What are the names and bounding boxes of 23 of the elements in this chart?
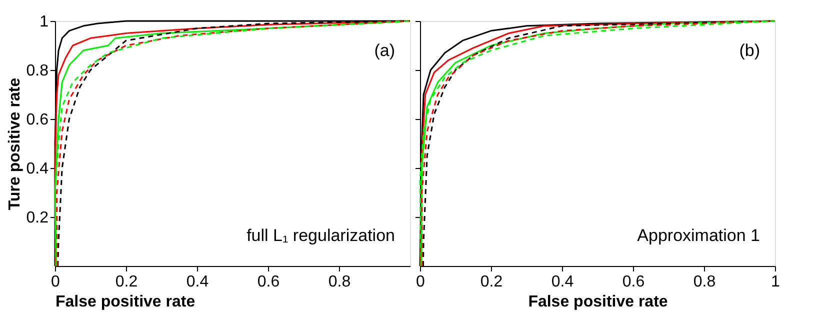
- y-axis-title: Ture positive rate: [6, 78, 24, 210]
- x-tick-label: 1: [771, 274, 780, 290]
- annotation: (b): [739, 41, 760, 60]
- x-tick-label: 0.4: [186, 274, 209, 290]
- y-tick-label: 1: [40, 14, 49, 30]
- x-axis-title: False positive rate: [528, 294, 668, 310]
- x-tick-label: 0: [416, 274, 426, 290]
- y-tick-label: 0.6: [26, 112, 49, 128]
- x-tick-label: 0.8: [693, 274, 716, 290]
- x-tick-label: 0.6: [622, 274, 645, 290]
- annotation: Approximation 1: [637, 226, 760, 245]
- y-tick-label: 0.8: [26, 62, 49, 80]
- x-axis-title: False positive rate: [56, 294, 196, 310]
- x-tick-label: 0.2: [115, 274, 138, 290]
- x-tick-label: 0.4: [551, 274, 574, 290]
- x-tick-label: 0: [51, 274, 60, 290]
- x-tick-label: 0.6: [257, 274, 280, 290]
- annotation: (a): [374, 41, 395, 60]
- y-tick-label: 0.4: [26, 160, 49, 178]
- x-tick-label: 0.2: [480, 274, 503, 290]
- x-tick-label: 0.8: [328, 274, 351, 290]
- y-tick-label: 0.2: [26, 210, 49, 226]
- annotation: full L₁ regularization: [246, 226, 395, 245]
